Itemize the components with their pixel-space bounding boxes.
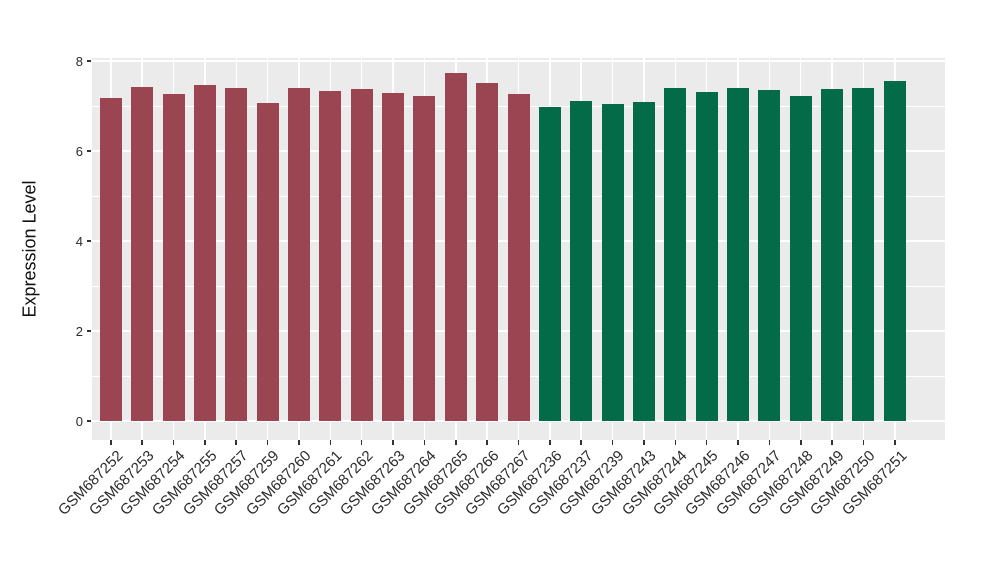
y-tick-mark [87,330,91,332]
x-tick-mark [737,440,739,445]
bar [476,83,499,421]
x-tick-mark [204,440,206,445]
x-tick-mark [486,440,488,445]
bar [632,101,655,421]
bar [727,88,750,421]
x-tick-mark [110,440,112,445]
bar [538,106,561,421]
x-tick-mark [423,440,426,445]
x-tick-mark [549,440,551,445]
y-tick-mark [87,150,91,152]
y-tick-mark [87,60,91,62]
x-tick-mark [894,440,896,445]
bar [789,95,812,421]
bar [319,90,342,421]
bar [225,87,248,421]
y-tick-mark [87,240,91,242]
x-tick-mark [643,440,645,445]
x-tick-mark [799,440,802,445]
plot-panel [92,58,945,440]
bar [570,100,593,421]
bar [413,95,436,421]
bar [382,93,405,421]
y-axis-title: Expression Level [19,180,40,318]
bar [695,91,718,421]
bar [821,88,844,421]
bar [193,84,216,421]
bar [664,87,687,421]
x-tick-mark [862,440,865,445]
x-tick-mark [611,440,614,445]
x-tick-mark [580,440,582,445]
bar [350,88,373,421]
x-tick-mark [172,440,175,445]
y-tick-label: 8 [75,53,83,69]
x-tick-mark [266,440,269,445]
y-tick-label: 6 [75,143,83,159]
bar [162,93,185,421]
x-tick-mark [674,440,677,445]
x-tick-mark [392,440,394,445]
x-tick-mark [141,440,143,445]
bar [444,73,467,421]
bar [601,104,624,421]
x-tick-mark [329,440,332,445]
y-tick-label: 4 [75,233,83,249]
bar [758,90,781,421]
x-tick-mark [705,440,708,445]
bar [883,81,906,421]
x-tick-mark [454,440,457,445]
bar [131,86,154,421]
x-tick-mark [831,440,833,445]
x-tick-mark [235,440,238,445]
x-tick-mark [768,440,771,445]
bar [852,88,875,421]
x-tick-mark [517,440,520,445]
y-tick-label: 0 [75,413,83,429]
bar [99,98,122,421]
x-tick-mark [360,440,363,445]
y-tick-mark [87,420,91,422]
y-tick-label: 2 [75,323,83,339]
bar [256,102,279,421]
bar [287,88,310,421]
x-tick-mark [298,440,300,445]
bar [507,93,530,421]
